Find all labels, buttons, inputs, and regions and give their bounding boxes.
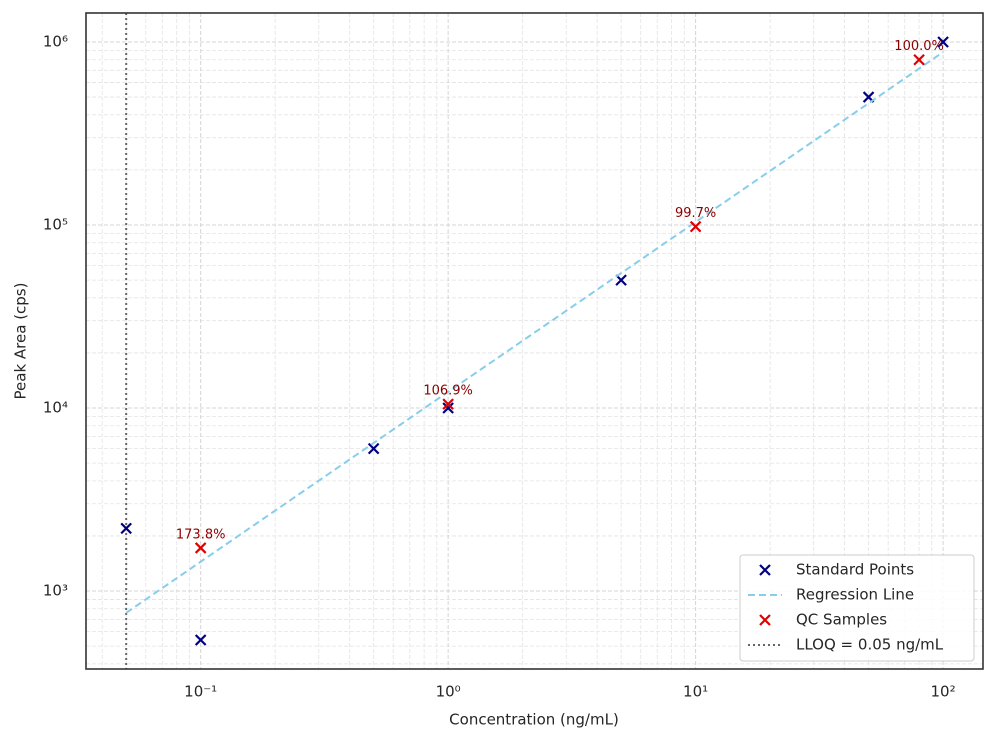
x-tick-label: 10⁻¹ (184, 683, 217, 701)
y-tick-label: 10⁴ (43, 399, 68, 417)
plot-frame (85, 12, 984, 670)
legend-label: Regression Line (796, 586, 914, 604)
data-point (442, 402, 454, 414)
x-tick-label: 10² (931, 683, 956, 701)
annotation: 106.9% (423, 384, 473, 399)
legend-box (739, 554, 975, 662)
annotation: 173.8% (176, 527, 226, 542)
x-tick-label: 10¹ (683, 683, 708, 701)
data-point (120, 522, 132, 535)
legend-marker (759, 564, 771, 576)
annotation: 100.0% (894, 39, 944, 54)
data-point (937, 36, 949, 48)
data-point (194, 542, 207, 554)
y-tick-label: 10³ (43, 582, 68, 600)
annotation: 99.7% (675, 206, 716, 221)
legend: Standard Points Regression Line QC Samples… (739, 554, 975, 662)
y-tick-label: 10⁶ (43, 32, 68, 50)
x-tick-label: 10⁰ (436, 683, 461, 701)
regression-line (125, 51, 944, 614)
x-axis-label: Concentration (ng/mL) (449, 711, 619, 729)
data-point (615, 274, 627, 286)
legend-label: Standard Points (796, 561, 914, 579)
y-axis-label: Peak Area (cps) (12, 283, 30, 400)
legend-label: LLOQ = 0.05 ng/mL (796, 636, 944, 654)
y-tick-label: 10⁵ (43, 216, 68, 234)
data-point (367, 442, 380, 455)
data-point (442, 398, 454, 410)
legend-label: QC Samples (796, 611, 887, 629)
data-point (689, 220, 702, 233)
data-point (194, 634, 207, 646)
legend-marker (759, 614, 771, 626)
data-point (913, 53, 925, 66)
